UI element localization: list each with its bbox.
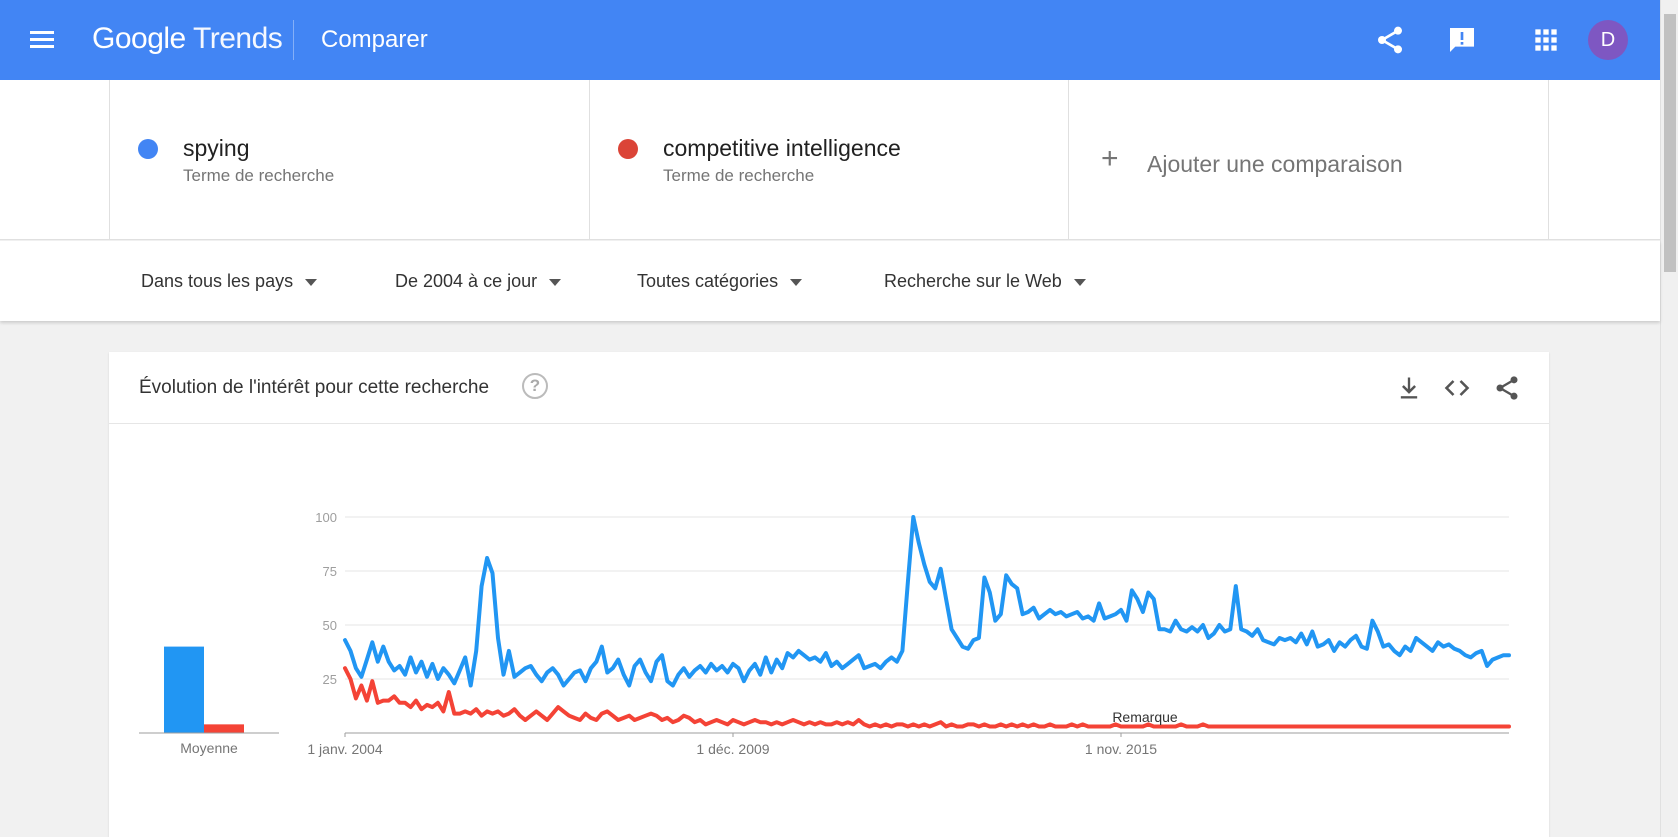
page-title: Comparer xyxy=(321,26,428,53)
series-line-spying xyxy=(343,515,1511,688)
term-card-spying[interactable]: spying Terme de recherche xyxy=(109,80,589,240)
help-icon[interactable]: ? xyxy=(522,373,548,399)
y-axis-ticks: 100 75 50 25 xyxy=(315,510,337,687)
menu-icon[interactable] xyxy=(30,28,60,52)
x-axis-ticks: 1 janv. 2004 1 déc. 2009 1 nov. 2015 xyxy=(307,733,1157,757)
term-type: Terme de recherche xyxy=(183,166,335,185)
y-tick-label: 100 xyxy=(315,510,337,525)
x-tick-label: 1 janv. 2004 xyxy=(307,741,382,757)
term-type: Terme de recherche xyxy=(663,166,815,185)
filter-category[interactable]: Toutes catégories xyxy=(637,271,803,292)
filter-search-type[interactable]: Recherche sur le Web xyxy=(884,271,1086,292)
embed-icon[interactable] xyxy=(1443,374,1471,402)
share-icon[interactable] xyxy=(1374,24,1406,56)
term-name: competitive intelligence xyxy=(663,135,901,161)
caret-down-icon xyxy=(549,278,562,286)
scroll-thumb[interactable] xyxy=(1664,14,1676,272)
filter-label: Recherche sur le Web xyxy=(884,271,1062,291)
filter-label: Dans tous les pays xyxy=(141,271,294,291)
card-title: Évolution de l'intérêt pour cette recher… xyxy=(139,377,490,398)
logo[interactable]: Google Trends xyxy=(92,22,283,56)
series-line-competitive-intelligence xyxy=(343,666,1511,729)
average-bars xyxy=(164,646,244,733)
app-header: Google Trends Comparer D xyxy=(0,0,1660,80)
term-card-competitive-intelligence[interactable]: competitive intelligence Terme de recher… xyxy=(589,80,1068,240)
filter-label: Toutes catégories xyxy=(637,271,779,291)
filter-bar: Dans tous les pays De 2004 à ce jour Tou… xyxy=(0,241,1660,321)
series-lines xyxy=(343,515,1511,729)
feedback-icon[interactable] xyxy=(1446,24,1478,56)
caret-down-icon xyxy=(1073,278,1086,286)
avatar[interactable]: D xyxy=(1588,20,1628,60)
add-comparison-button[interactable]: + Ajouter une comparaison xyxy=(1068,80,1549,240)
gridlines xyxy=(345,516,1509,680)
header-divider xyxy=(293,20,294,60)
logo-trends: Trends xyxy=(193,22,283,55)
term-color-dot xyxy=(618,139,638,159)
y-tick-label: 50 xyxy=(323,618,337,633)
y-tick-label: 75 xyxy=(323,564,337,579)
average-label: Moyenne xyxy=(180,740,238,756)
interest-over-time-card: Évolution de l'intérêt pour cette recher… xyxy=(109,352,1549,837)
interest-chart: Moyenne 100 75 50 25 1 janv. 2004 1 déc. 200… xyxy=(139,510,1511,757)
add-comparison-label: Ajouter une comparaison xyxy=(1147,151,1403,177)
average-bar-competitive-intelligence xyxy=(204,724,244,733)
compare-terms: spying Terme de recherche competitive in… xyxy=(0,80,1660,240)
average-bar-spying xyxy=(164,646,204,733)
logo-google: Google xyxy=(92,22,186,55)
download-icon[interactable] xyxy=(1395,374,1423,402)
filter-label: De 2004 à ce jour xyxy=(395,271,538,291)
plus-icon: + xyxy=(1101,142,1119,175)
card-header: Évolution de l'intérêt pour cette recher… xyxy=(109,352,1549,424)
share-icon[interactable] xyxy=(1493,374,1521,402)
term-name: spying xyxy=(183,135,250,161)
scrollbar[interactable] xyxy=(1660,0,1678,837)
apps-icon[interactable] xyxy=(1530,24,1562,56)
x-tick-label: 1 déc. 2009 xyxy=(696,741,769,757)
y-tick-label: 25 xyxy=(323,672,337,687)
term-color-dot xyxy=(138,139,158,159)
caret-down-icon xyxy=(305,278,318,286)
filter-country[interactable]: Dans tous les pays xyxy=(141,271,318,292)
x-tick-label: 1 nov. 2015 xyxy=(1085,741,1157,757)
filter-period[interactable]: De 2004 à ce jour xyxy=(395,271,562,292)
caret-down-icon xyxy=(790,278,803,286)
note-label[interactable]: Remarque xyxy=(1112,709,1178,725)
